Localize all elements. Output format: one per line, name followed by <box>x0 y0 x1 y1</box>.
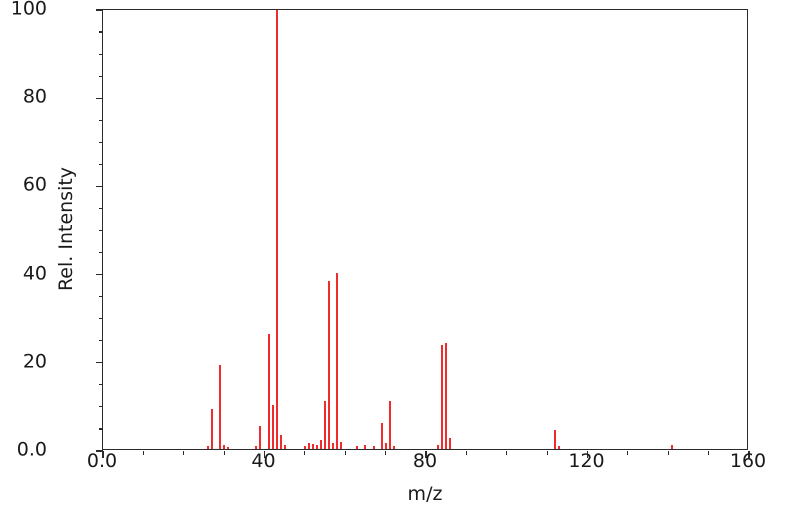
spectrum-peak <box>558 446 561 449</box>
y-tick-minor <box>99 53 103 55</box>
y-tick-minor <box>99 163 103 165</box>
x-tick-major <box>425 451 427 458</box>
spectrum-peak <box>303 445 306 449</box>
y-tick-minor <box>99 119 103 121</box>
y-tick-major <box>96 9 103 11</box>
spectrum-peak <box>392 445 395 449</box>
y-tick-minor <box>99 75 103 77</box>
spectrum-peak <box>211 409 213 449</box>
spectrum-peak <box>307 442 310 449</box>
spectrum-peak <box>255 446 258 449</box>
spectrum-peak <box>328 281 331 449</box>
spectrum-peak <box>437 444 440 449</box>
x-tick-label: 160 <box>729 450 767 472</box>
x-tick-minor <box>465 451 467 455</box>
y-tick-major <box>96 450 103 452</box>
y-tick-minor <box>99 229 103 232</box>
y-tick-label: 40 <box>22 262 47 285</box>
x-tick-minor <box>506 451 508 455</box>
y-tick-label: 0.0 <box>16 438 47 461</box>
spectrum-peak <box>227 446 230 449</box>
x-tick-minor <box>344 451 346 455</box>
spectrum-peak <box>283 445 286 449</box>
y-tick-label: 20 <box>22 350 47 373</box>
x-tick-major <box>263 451 266 458</box>
spectrum-peak <box>336 272 339 449</box>
spectrum-peak <box>364 445 367 449</box>
y-tick-major <box>96 185 103 188</box>
spectrum-peak <box>356 446 359 449</box>
x-tick-label: 120 <box>568 450 605 472</box>
spectrum-peak <box>384 443 387 449</box>
y-tick-minor <box>99 31 103 33</box>
y-tick-major <box>96 362 103 364</box>
x-tick-minor <box>385 451 387 455</box>
spectrum-peak <box>279 434 282 449</box>
spectrum-peak <box>275 10 278 449</box>
spectrum-peak <box>320 440 323 449</box>
y-tick-label: 60 <box>22 173 47 196</box>
x-tick-major <box>586 451 589 458</box>
x-tick-minor <box>708 451 710 455</box>
spectrum-peak <box>259 426 262 449</box>
spectrum-peak <box>380 422 383 449</box>
y-tick-minor <box>99 384 103 386</box>
x-tick-label: 40 <box>251 450 276 472</box>
y-axis-label: Rel. Intensity <box>55 166 78 292</box>
spectrum-peak <box>315 444 318 449</box>
spectrum-peak <box>445 343 448 449</box>
y-tick-minor <box>99 428 103 430</box>
x-tick-minor <box>304 451 306 455</box>
x-tick-minor <box>627 451 629 455</box>
spectrum-peak <box>441 345 444 449</box>
x-tick-major <box>748 451 750 458</box>
y-tick-minor <box>99 340 103 342</box>
y-tick-label: 80 <box>22 85 47 108</box>
y-tick-minor <box>99 207 103 210</box>
y-tick-minor <box>99 141 103 143</box>
x-tick-minor <box>223 451 225 455</box>
y-tick-minor <box>99 251 103 254</box>
spectrum-peak <box>311 443 314 449</box>
spectrum-peak <box>554 430 557 449</box>
x-tick-label: 0.0 <box>86 450 118 472</box>
spectrum-peak <box>340 442 343 449</box>
y-tick-minor <box>99 406 103 408</box>
x-tick-minor <box>667 451 669 455</box>
x-tick-minor <box>546 451 548 455</box>
plot-frame <box>96 9 750 458</box>
plot-area <box>103 10 747 449</box>
y-tick-minor <box>99 318 103 320</box>
y-tick-major <box>96 97 103 99</box>
spectrum-peak <box>219 365 222 449</box>
x-tick-minor <box>142 451 144 455</box>
y-tick-label: 100 <box>10 0 47 20</box>
x-tick-label: 80 <box>412 450 438 472</box>
spectrum-peak <box>271 404 274 449</box>
x-axis-label: m/z <box>407 483 443 505</box>
spectrum-peak <box>324 400 327 449</box>
x-tick-major <box>102 451 104 458</box>
spectrum-peak <box>388 400 391 449</box>
spectrum-peak <box>267 334 270 449</box>
spectrum-peak <box>449 437 452 449</box>
y-tick-major <box>96 273 103 276</box>
y-tick-minor <box>99 296 103 298</box>
spectrum-peak <box>671 445 674 449</box>
x-tick-minor <box>183 451 185 455</box>
spectrum-peak <box>372 446 375 449</box>
spectrum-peak <box>206 446 209 449</box>
spectrum-peak <box>223 445 226 449</box>
spectrum-peak <box>332 442 335 449</box>
